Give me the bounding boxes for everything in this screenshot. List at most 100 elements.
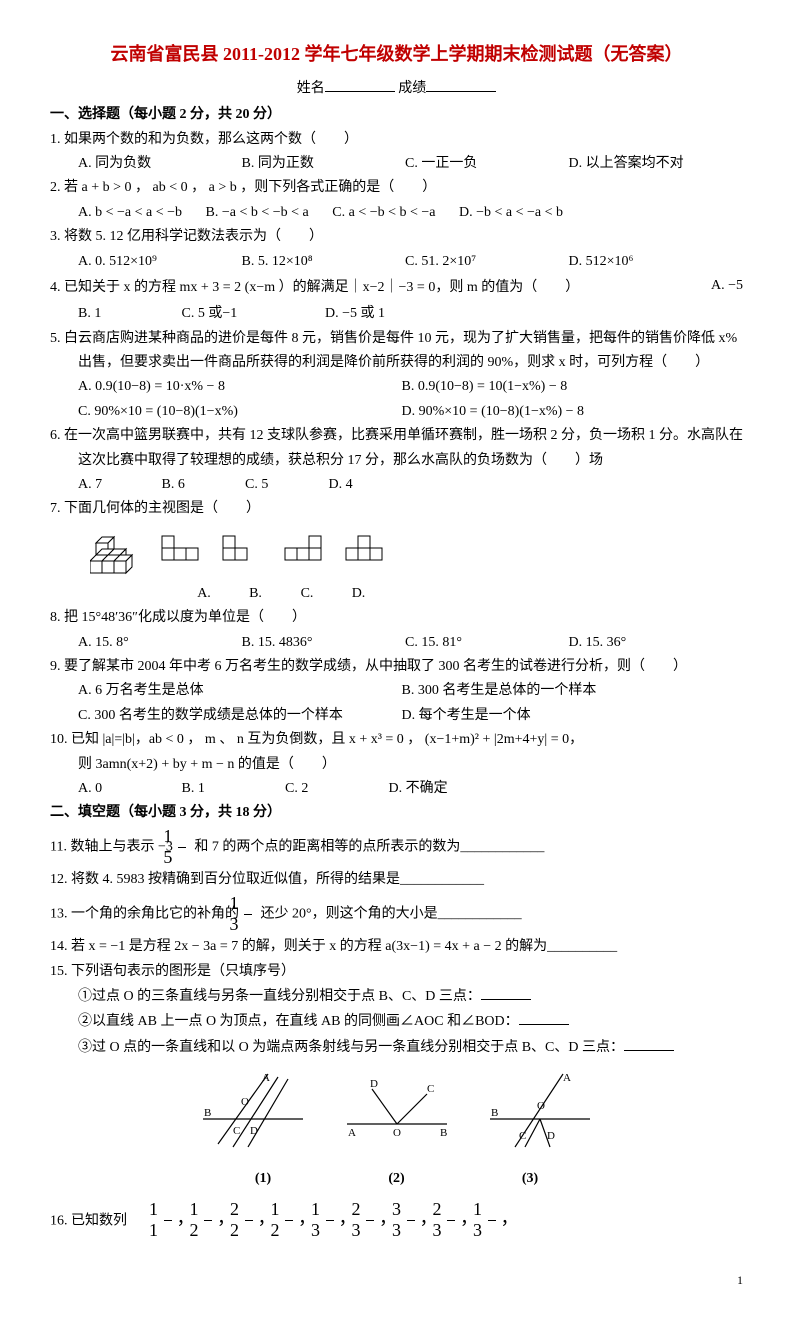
q1-options: A. 同为负数 B. 同为正数 C. 一正一负 D. 以上答案均不对 — [50, 153, 743, 175]
svg-text:D: D — [370, 1078, 378, 1090]
q9-options-cd: C. 300 名考生的数学成绩是总体的一个样本 D. 每个考生是一个体 — [50, 705, 743, 727]
q7-la: A. — [180, 583, 228, 605]
q11-frac-n: 1 — [178, 827, 186, 848]
q15-l2: (2) — [332, 1168, 462, 1190]
q10-b: B. 1 — [182, 778, 262, 800]
q5-options-cd: C. 90%×10 = (10−8)(1−x%) D. 90%×10 = (10… — [50, 401, 743, 423]
q2-a: A. b < −a < a < −b — [78, 202, 182, 224]
q1-b: B. 同为正数 — [242, 153, 382, 175]
q15-s1: ①过点 O 的三条直线与另条一直线分别相交于点 B、C、D 三点： — [50, 985, 743, 1008]
q8-a: A. 15. 8° — [78, 632, 218, 654]
seq-comma: ， — [501, 1208, 519, 1228]
q7-opt-d-icon — [342, 532, 390, 572]
seq-frac: 23 — [447, 1200, 455, 1241]
q5-d: D. 90%×10 = (10−8)(1−x%) − 8 — [402, 401, 702, 423]
q15-s3: ③过 O 点的一条直线和以 O 为端点两条射线与另一条直线分别相交于点 B、C、… — [50, 1036, 743, 1059]
q13-pre: 13. 一个角的余角比它的补角的 — [50, 906, 239, 921]
q7-lb: B. — [232, 583, 280, 605]
seq-frac: 11 — [164, 1200, 172, 1241]
q3-a: A. 0. 512×10⁹ — [78, 251, 218, 273]
q15-fig2-icon: D C A O B — [342, 1069, 452, 1149]
svg-text:D: D — [250, 1125, 258, 1137]
q13-post: 还少 20°，则这个角的大小是 — [257, 906, 438, 921]
q4-b: B. 1 — [78, 303, 158, 325]
q10-c: C. 2 — [285, 778, 365, 800]
q10-text2: 则 3amn(x+2) + by + m − n 的值是（ ） — [50, 754, 743, 776]
q4-d: D. −5 或 1 — [325, 303, 385, 325]
q1-d: D. 以上答案均不对 — [569, 153, 709, 175]
q5-text: 5. 白云商店购进某种商品的进价是每件 8 元，销售价是每件 10 元，现为了扩… — [50, 328, 743, 350]
svg-text:A: A — [563, 1072, 571, 1084]
q7-opt-a-icon — [158, 532, 206, 572]
q12: 12. 将数 4. 5983 按精确到百分位取近似值，所得的结果是_______… — [50, 869, 743, 891]
q3-b: B. 5. 12×10⁸ — [242, 251, 382, 273]
q15-s1-blank — [481, 985, 531, 1000]
q14-text: 14. 若 x = −1 是方程 2x − 3a = 7 的解，则关于 x 的方… — [50, 939, 547, 954]
name-blank — [325, 77, 395, 92]
q11-post: 和 7 的两个点的距离相等的点所表示的数为 — [191, 839, 461, 854]
q9-d: D. 每个考生是一个体 — [402, 705, 702, 727]
q10-options: A. 0 B. 1 C. 2 D. 不确定 — [50, 778, 743, 800]
q13-frac: 13 — [244, 894, 252, 935]
svg-text:B: B — [204, 1107, 211, 1119]
q15-l1: (1) — [198, 1168, 328, 1190]
q15-figures: A O B C D D C A O B A O B C D — [50, 1069, 743, 1157]
q15-fig-labels: (1) (2) (3) — [50, 1168, 743, 1190]
name-label: 姓名 — [297, 81, 325, 96]
q2-options: A. b < −a < a < −b B. −a < b < −b < a C.… — [50, 202, 743, 224]
q5-c: C. 90%×10 = (10−8)(1−x%) — [78, 401, 378, 423]
q2-d: D. −b < a < −a < b — [459, 202, 563, 224]
seq-frac: 23 — [366, 1200, 374, 1241]
q11-pre: 11. 数轴上与表示 −3 — [50, 839, 173, 854]
svg-text:B: B — [491, 1107, 498, 1119]
seq-frac: 12 — [204, 1200, 212, 1241]
q8-b: B. 15. 4836° — [242, 632, 382, 654]
q10-d: D. 不确定 — [389, 778, 448, 800]
q2-text: 2. 若 a + b > 0 ， ab < 0 ， a > b ，则下列各式正确… — [50, 177, 743, 199]
q6-b: B. 6 — [162, 474, 222, 496]
q4-text: 4. 已知关于 x 的方程 mx + 3 = 2 (x−m ）的解满足｜x−2｜… — [50, 277, 711, 299]
student-info-line: 姓名 成绩 — [50, 77, 743, 100]
q2-b: B. −a < b < −b < a — [206, 202, 309, 224]
q7-lc: C. — [283, 583, 331, 605]
q15-s2-blank — [519, 1010, 569, 1025]
q1-c: C. 一正一负 — [405, 153, 545, 175]
q13-frac-n: 1 — [244, 894, 252, 915]
section1-header: 一、选择题（每小题 2 分，共 20 分） — [50, 104, 743, 126]
q4-options: B. 1 C. 5 或−1 D. −5 或 1 — [50, 303, 743, 325]
page-number: 1 — [50, 1271, 743, 1290]
q3-c: C. 51. 2×10⁷ — [405, 251, 545, 273]
q16-sequence: 11， 12， 22， 12， 13， 23， 33， 23， 13， — [131, 1208, 519, 1228]
q8-d: D. 15. 36° — [569, 632, 709, 654]
q4-c: C. 5 或−1 — [182, 303, 302, 325]
q11-blank: ____________ — [460, 839, 544, 854]
seq-frac: 22 — [245, 1200, 253, 1241]
seq-frac: 13 — [488, 1200, 496, 1241]
q4-line: 4. 已知关于 x 的方程 mx + 3 = 2 (x−m ）的解满足｜x−2｜… — [50, 275, 743, 301]
q16: 16. 已知数列 11， 12， 22， 12， 13， 23， 33， 23，… — [50, 1200, 743, 1241]
q10-text: 10. 已知 |a|=|b|，ab < 0 ， m 、 n 互为负倒数，且 x … — [50, 729, 743, 751]
q1-text: 1. 如果两个数的和为负数，那么这两个数（ ） — [50, 129, 743, 151]
svg-text:C: C — [233, 1125, 240, 1137]
q11-frac-d: 5 — [178, 848, 186, 868]
q8-text: 8. 把 15°48′36″化成以度为单位是（ ） — [50, 607, 743, 629]
q3-options: A. 0. 512×10⁹ B. 5. 12×10⁸ C. 51. 2×10⁷ … — [50, 251, 743, 273]
q8-options: A. 15. 8° B. 15. 4836° C. 15. 81° D. 15.… — [50, 632, 743, 654]
q15-l3: (3) — [465, 1168, 595, 1190]
q15-fig1-icon: A O B C D — [198, 1069, 308, 1149]
q5-a: A. 0.9(10−8) = 10·x% − 8 — [78, 376, 378, 398]
q9-text: 9. 要了解某市 2004 年中考 6 万名考生的数学成绩，从中抽取了 300 … — [50, 656, 743, 678]
seq-frac: 33 — [407, 1200, 415, 1241]
svg-text:A: A — [262, 1072, 270, 1084]
q7-labels: A. B. C. D. — [50, 583, 743, 605]
q5-text2: 出售，但要求卖出一件商品所获得的利润是降价前所获得的利润的 90%，则求 x 时… — [50, 352, 743, 374]
q9-options-ab: A. 6 万名考生是总体 B. 300 名考生是总体的一个样本 — [50, 680, 743, 702]
q12-text: 12. 将数 4. 5983 按精确到百分位取近似值，所得的结果是 — [50, 872, 400, 887]
q11: 11. 数轴上与表示 −3 15 和 7 的两个点的距离相等的点所表示的数为___… — [50, 827, 743, 868]
q1-a: A. 同为负数 — [78, 153, 218, 175]
q6-d: D. 4 — [329, 474, 353, 496]
q15-s2-text: ②以直线 AB 上一点 O 为顶点，在直线 AB 的同侧画∠AOC 和∠BOD： — [78, 1014, 519, 1029]
q15-s2: ②以直线 AB 上一点 O 为顶点，在直线 AB 的同侧画∠AOC 和∠BOD： — [50, 1010, 743, 1033]
svg-text:A: A — [348, 1127, 356, 1139]
q4-tail: A. −5 — [711, 275, 743, 301]
